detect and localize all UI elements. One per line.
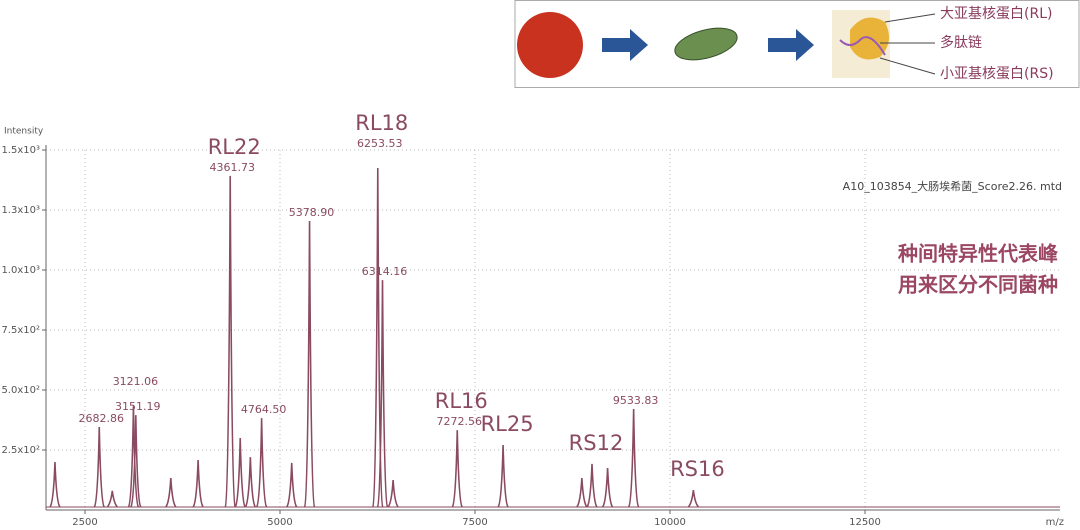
file-label: A10_103854_大肠埃希菌_Score2.26. mtd — [843, 179, 1062, 193]
x-tick-label: 7500 — [462, 517, 487, 528]
peak — [451, 430, 463, 508]
peak-label: 9533.83 — [613, 394, 659, 407]
peak — [49, 461, 61, 508]
peak — [255, 418, 268, 508]
peak — [130, 415, 142, 508]
plot: 2.5x10² 5.0x10² 7.5x10² 1.0x10³ 1.3x10³ 1.5x1… — [1, 111, 1060, 528]
peak-label: 7272.56 — [437, 415, 483, 428]
ion-label: RL25 — [481, 412, 534, 436]
arrow — [768, 29, 814, 61]
peak — [192, 460, 204, 508]
peak — [376, 280, 389, 508]
annotation: 种间特异性代表峰 — [897, 242, 1058, 266]
peak-label: 2682.86 — [79, 412, 125, 425]
peak-label: 3151.19 — [115, 400, 161, 413]
peak — [224, 175, 236, 508]
peak — [93, 426, 105, 508]
peak — [303, 221, 316, 508]
ion-label: RL18 — [355, 111, 408, 135]
ion-label: RS16 — [670, 457, 725, 481]
peak — [372, 167, 384, 508]
peak — [286, 462, 298, 508]
ion-label: RL22 — [208, 135, 261, 159]
peak — [627, 408, 640, 508]
peak-label: 6253.53 — [357, 137, 403, 150]
peak — [576, 478, 588, 508]
peak — [234, 437, 246, 508]
diagram-label: 多肽链 — [940, 34, 982, 51]
peak — [106, 490, 118, 508]
arrow — [602, 29, 648, 61]
peak — [497, 444, 509, 508]
annotation: 用来区分不同菌种 — [898, 273, 1058, 297]
x-tick-label: 12500 — [849, 517, 881, 528]
ion-label: RS12 — [569, 431, 624, 455]
x-axis-title: m/z — [1046, 517, 1064, 528]
y-tick-label: 1.5x10³ — [1, 145, 40, 156]
peak — [687, 489, 700, 508]
peak — [586, 463, 598, 508]
peak — [601, 467, 614, 508]
peak-label: 4361.73 — [209, 161, 255, 174]
peak — [127, 406, 140, 508]
y-tick-label: 5.0x10² — [1, 385, 40, 396]
y-tick-label: 1.0x10³ — [1, 265, 40, 276]
x-tick-label: 5000 — [267, 517, 292, 528]
peak-label: 5378.90 — [289, 206, 335, 219]
peak — [387, 479, 399, 508]
y-tick-label: 1.3x10³ — [1, 205, 40, 216]
y-tick-label: 7.5x10² — [1, 325, 40, 336]
pointer — [879, 57, 936, 75]
peak — [244, 457, 257, 508]
peak-label: 3121.06 — [113, 375, 159, 388]
x-tick-label: 2500 — [72, 517, 97, 528]
y-tick-label: 2.5x10² — [1, 445, 40, 456]
ion-label: RL16 — [435, 389, 488, 413]
bacterium — [674, 27, 738, 61]
x-tick-label: 10000 — [654, 517, 686, 528]
diagram-label: 小亚基核蛋白(RS) — [940, 65, 1054, 82]
y-axis-title: Intensity — [4, 127, 44, 137]
red-cell — [517, 12, 583, 78]
peak-label: 6314.16 — [362, 265, 408, 278]
diagram-label: 大亚基核蛋白(RL) — [940, 5, 1052, 22]
peak — [165, 478, 177, 508]
peptide — [839, 36, 886, 56]
pointer — [884, 13, 936, 23]
diagram: 大亚基核蛋白(RL) 多肽链 小亚基核蛋白(RS) — [514, 0, 1080, 88]
peak-label: 4764.50 — [241, 403, 287, 416]
